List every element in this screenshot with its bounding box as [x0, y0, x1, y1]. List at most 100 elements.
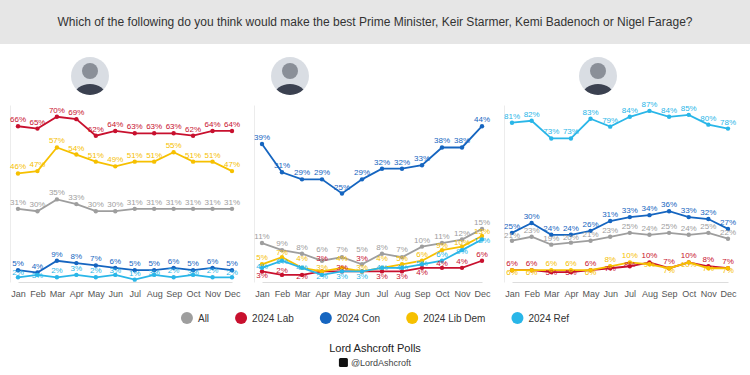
x-tick-label: Dec	[224, 289, 241, 299]
series-marker	[230, 129, 234, 133]
x-tick: Nov	[205, 282, 222, 299]
x-tick: Aug	[147, 282, 163, 299]
data-label: 10%	[454, 238, 470, 247]
series-marker	[460, 266, 464, 270]
data-label: 6%	[416, 250, 428, 259]
legend-marker	[235, 312, 247, 324]
series-marker	[380, 167, 384, 171]
series-marker	[55, 275, 59, 279]
data-label: 3%	[396, 272, 408, 281]
data-label: 7%	[396, 245, 408, 254]
series-marker	[628, 115, 632, 119]
data-label: 3%	[316, 263, 328, 272]
data-label: 11%	[254, 232, 269, 241]
series-marker	[94, 275, 98, 279]
data-label: 10%	[641, 251, 657, 260]
series-marker	[191, 207, 195, 211]
series-marker	[608, 124, 612, 128]
series-marker	[35, 169, 39, 173]
data-label: 6%	[526, 268, 538, 277]
portrait-body	[582, 84, 614, 108]
x-tick-label: Dec	[474, 289, 491, 299]
data-label: 3%	[109, 266, 121, 275]
data-label: 2%	[90, 266, 102, 275]
handle-group: @LordAshcroft	[339, 358, 412, 368]
series-marker	[210, 129, 214, 133]
data-label: 31%	[146, 198, 162, 207]
data-label: 11%	[434, 232, 449, 241]
series-marker	[113, 129, 117, 133]
x-tick: Oct	[187, 282, 202, 299]
series-line	[18, 275, 232, 280]
series-marker	[549, 136, 553, 140]
x-tick-label: Jan	[505, 289, 520, 299]
x-tick: Mar	[544, 282, 560, 299]
data-label: 31%	[602, 210, 618, 219]
data-label: 8%	[604, 255, 616, 264]
series-marker	[529, 235, 533, 239]
data-label: 30%	[88, 200, 104, 209]
legend-label: 2024 Lab	[252, 313, 294, 324]
series-marker	[320, 177, 324, 181]
data-label: 29%	[294, 168, 310, 177]
y-axis	[504, 106, 505, 283]
data-label: 7%	[336, 245, 348, 254]
data-label: 3%	[356, 272, 368, 281]
data-label: 2%	[12, 268, 24, 277]
data-label: 5%	[545, 268, 557, 277]
data-label: 4%	[256, 262, 268, 271]
series-marker	[171, 207, 175, 211]
data-label: 24%	[543, 224, 559, 233]
series-marker	[687, 113, 691, 117]
series-marker	[260, 241, 264, 245]
x-tick: Dec	[224, 282, 241, 299]
series-line	[262, 261, 482, 275]
data-label: 4%	[456, 257, 468, 266]
series-marker	[133, 159, 137, 163]
data-label: 9%	[276, 239, 288, 248]
data-label: 31%	[10, 198, 26, 207]
data-label: 1%	[129, 269, 141, 278]
portrait-body	[274, 84, 306, 108]
y-axis-line	[504, 106, 505, 283]
x-tick: Jul	[377, 282, 389, 299]
series-marker	[74, 202, 78, 206]
plot-area	[260, 124, 484, 277]
x-tick-label: Feb	[524, 289, 540, 299]
series-marker	[55, 197, 59, 201]
x-tick-label: Jun	[109, 289, 124, 299]
series-marker	[133, 131, 137, 135]
data-label: 5%	[148, 259, 160, 268]
data-label: 78%	[720, 118, 736, 127]
series-marker	[588, 117, 592, 121]
data-label: 3%	[32, 271, 44, 280]
legend-label: 2024 Con	[337, 313, 380, 324]
series-marker	[191, 133, 195, 137]
panel: JanFebMarAprMayJunJulAugSepOctNovDec66%4…	[10, 57, 241, 299]
data-label: 4%	[396, 263, 408, 272]
x-tick-label: Oct	[435, 289, 450, 299]
data-label: 70%	[49, 106, 65, 115]
data-label: 3%	[71, 264, 83, 273]
series-marker	[628, 215, 632, 219]
x-tick-label: Jul	[377, 289, 389, 299]
data-label: 82%	[524, 110, 540, 119]
series-marker	[74, 152, 78, 156]
data-label: 6%	[506, 268, 518, 277]
series-line	[262, 240, 482, 275]
data-label: 6%	[168, 257, 180, 266]
x-tick: Oct	[682, 282, 697, 299]
data-label: 5%	[129, 259, 141, 268]
x-tick: Mar	[50, 282, 66, 299]
data-label: 5%	[396, 254, 408, 263]
series-line	[262, 229, 482, 264]
data-label: 3%	[256, 271, 268, 280]
data-label: 5%	[226, 259, 238, 268]
data-label: 4%	[336, 254, 348, 263]
x-tick-label: Apr	[315, 289, 329, 299]
x-tick: May	[583, 282, 601, 299]
x-tick: Aug	[394, 282, 410, 299]
data-label: 6%	[526, 259, 538, 268]
x-tick-label: May	[88, 289, 106, 299]
x-tick-label: Feb	[30, 289, 46, 299]
